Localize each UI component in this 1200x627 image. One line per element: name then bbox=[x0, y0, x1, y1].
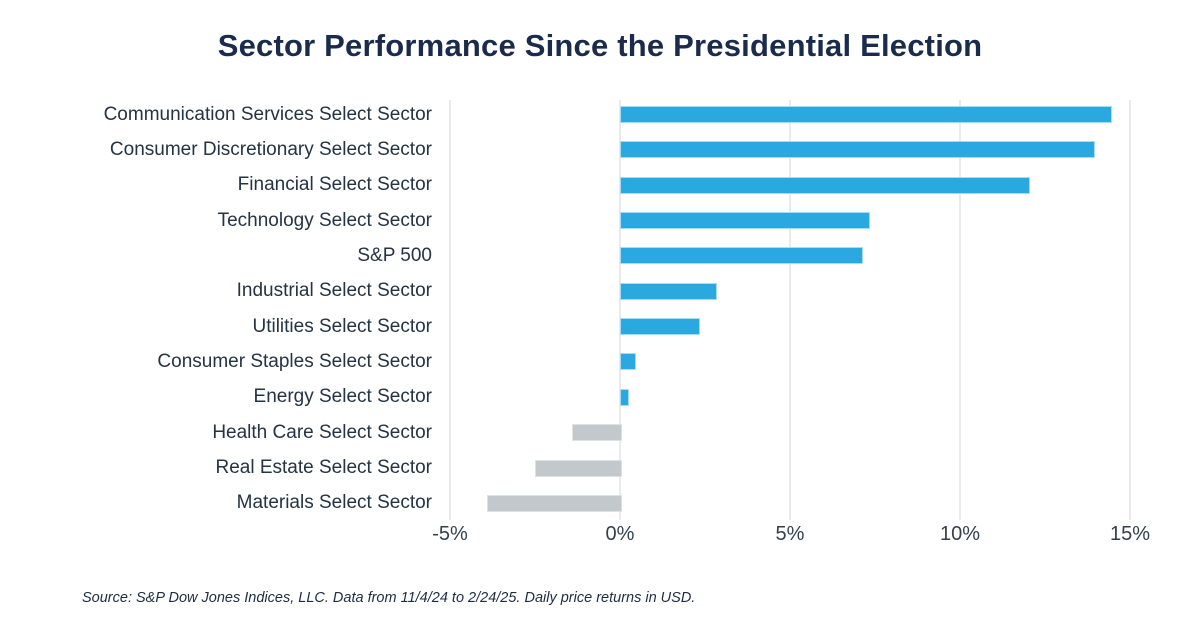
bar-industrial-select-sector bbox=[620, 282, 718, 300]
category-label: Communication Services Select Sector bbox=[103, 103, 432, 125]
category-label: Consumer Discretionary Select Sector bbox=[109, 138, 432, 160]
x-tick-label: -5% bbox=[432, 523, 468, 545]
category-label: Health Care Select Sector bbox=[212, 421, 432, 443]
x-tick-label: 0% bbox=[605, 523, 635, 545]
bar-s-p-500 bbox=[620, 247, 864, 265]
bar-health-care-select-sector bbox=[572, 424, 622, 442]
x-tick-label: 5% bbox=[775, 523, 805, 545]
bar-technology-select-sector bbox=[620, 212, 871, 230]
gridline-10% bbox=[959, 100, 961, 520]
x-tick-label: 10% bbox=[939, 523, 981, 545]
bar-materials-select-sector bbox=[487, 494, 622, 512]
plot-area bbox=[449, 100, 1131, 520]
gridline--5% bbox=[449, 100, 451, 520]
category-label: Real Estate Select Sector bbox=[215, 457, 433, 478]
bar-consumer-discretionary-select-sector bbox=[620, 141, 1095, 159]
bar-utilities-select-sector bbox=[620, 318, 701, 336]
gridline-5% bbox=[789, 100, 791, 520]
gridline-15% bbox=[1129, 100, 1131, 520]
bar-financial-select-sector bbox=[620, 176, 1030, 194]
category-label: Materials Select Sector bbox=[236, 492, 432, 514]
category-label: Consumer Staples Select Sector bbox=[157, 350, 432, 372]
bar-consumer-staples-select-sector bbox=[620, 353, 636, 371]
category-label: S&P 500 bbox=[357, 244, 432, 266]
chart-title: Sector Performance Since the Presidentia… bbox=[217, 28, 983, 63]
bar-communication-services-select-sector bbox=[620, 106, 1112, 123]
x-axis: -5% 0% 5% 10% 15% bbox=[432, 523, 1150, 553]
x-tick-label: 15% bbox=[1109, 523, 1151, 545]
category-labels: Communication Services Select Sector Cons… bbox=[0, 100, 432, 520]
category-label: Technology Select Sector bbox=[217, 209, 432, 231]
bar-energy-select-sector bbox=[620, 388, 629, 406]
category-label: Utilities Select Sector bbox=[252, 315, 432, 337]
category-label: Financial Select Sector bbox=[237, 174, 432, 196]
source-note: Source: S&P Dow Jones Indices, LLC. Data… bbox=[82, 590, 696, 606]
category-label: Industrial Select Sector bbox=[236, 280, 432, 302]
bar-real-estate-select-sector bbox=[535, 459, 622, 477]
category-label: Energy Select Sector bbox=[253, 386, 432, 408]
gridline-0% bbox=[619, 100, 621, 520]
